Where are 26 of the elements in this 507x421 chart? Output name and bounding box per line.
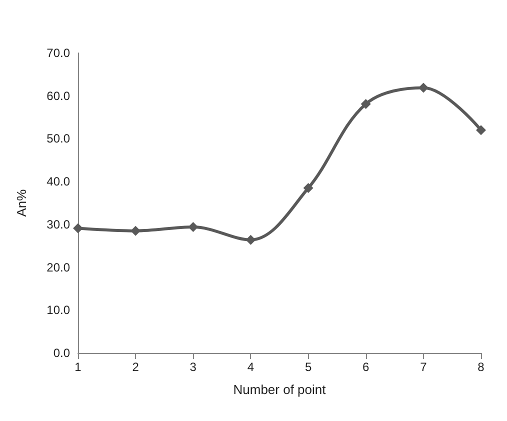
x-tick-label: 4	[247, 360, 254, 374]
y-tick-label: 70.0	[46, 46, 70, 60]
y-tick-label: 0.0	[53, 346, 70, 360]
point	[476, 125, 486, 136]
point	[360, 99, 371, 109]
x-tick-label: 7	[420, 360, 428, 374]
x-tick-label: 5	[304, 360, 312, 374]
point	[73, 223, 83, 234]
y-tick-label: 60.0	[46, 88, 70, 103]
x-tick-label: 2	[132, 360, 140, 374]
y-tick-label: 50.0	[46, 132, 70, 146]
y-tick-label: 20.0	[46, 260, 70, 274]
x-axis-title: Number of point	[233, 382, 326, 397]
x-tick-label: 8	[478, 360, 485, 374]
point	[418, 82, 428, 93]
x-tick-label: 6	[362, 360, 370, 374]
y-tick-label: 10.0	[46, 303, 70, 318]
x-tick-label: 1	[74, 360, 82, 374]
point	[130, 226, 141, 236]
y-axis-title: An%	[14, 188, 29, 217]
x-tick-label: 3	[190, 360, 197, 374]
y-tick-label: 40.0	[46, 174, 70, 189]
point	[246, 234, 256, 245]
point	[188, 222, 198, 232]
y-tick-label: 30.0	[46, 217, 70, 232]
point	[303, 183, 314, 193]
